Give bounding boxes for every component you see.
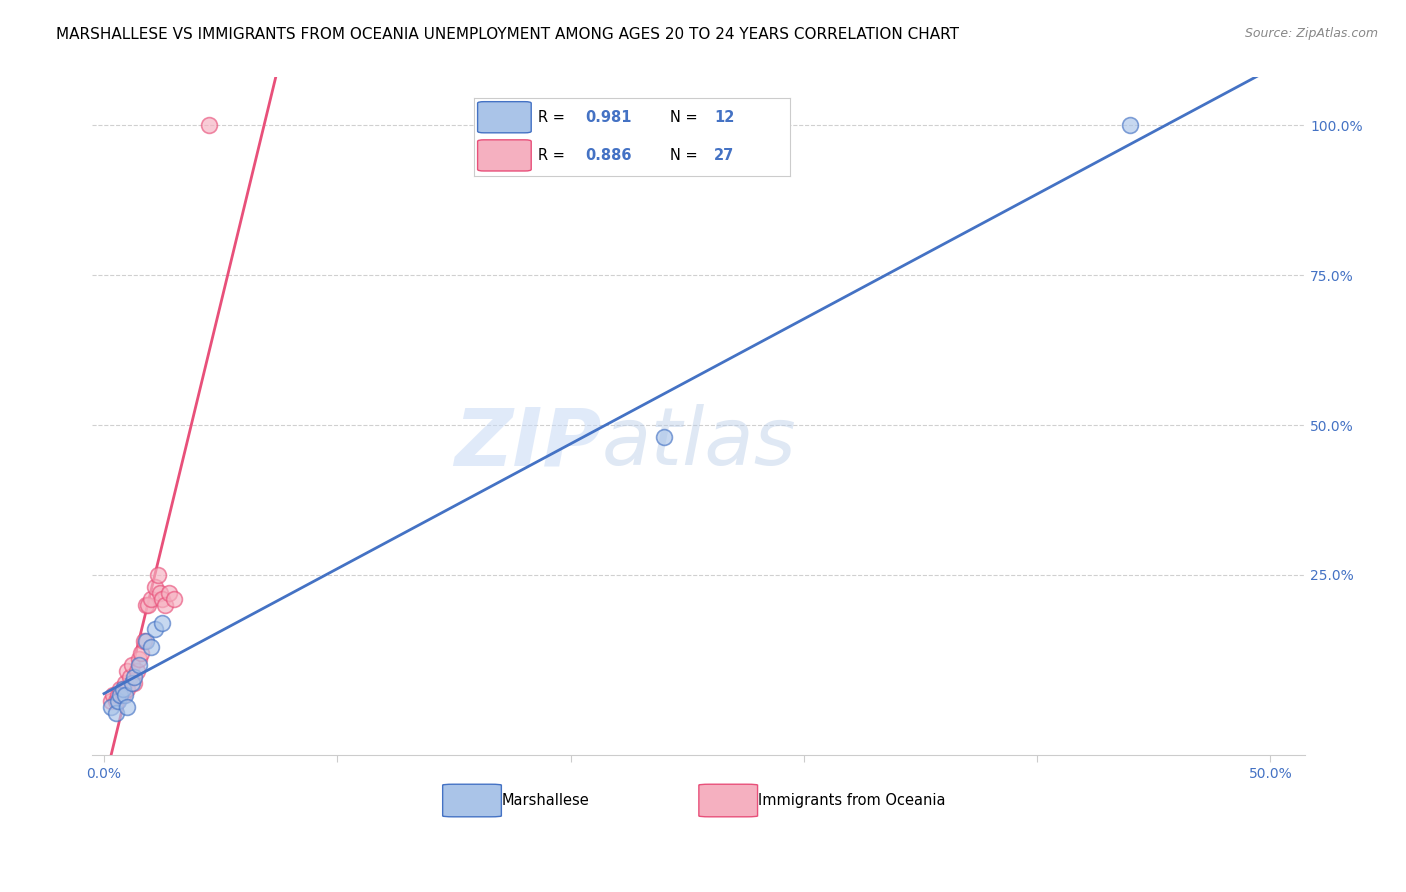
Point bbox=[157, 586, 180, 600]
Point bbox=[111, 681, 134, 696]
Point bbox=[100, 699, 122, 714]
Point bbox=[104, 694, 127, 708]
Point bbox=[135, 634, 157, 648]
Point bbox=[128, 657, 150, 672]
Point bbox=[104, 706, 127, 720]
Point bbox=[1119, 119, 1142, 133]
Point bbox=[143, 622, 166, 636]
Point bbox=[110, 681, 132, 696]
Point bbox=[100, 694, 122, 708]
Point bbox=[103, 688, 125, 702]
Point bbox=[114, 676, 136, 690]
Point bbox=[150, 615, 173, 630]
Text: MARSHALLESE VS IMMIGRANTS FROM OCEANIA UNEMPLOYMENT AMONG AGES 20 TO 24 YEARS CO: MARSHALLESE VS IMMIGRANTS FROM OCEANIA U… bbox=[56, 27, 959, 42]
Point bbox=[139, 640, 162, 654]
Point bbox=[150, 591, 173, 606]
Point bbox=[149, 586, 172, 600]
Point bbox=[198, 119, 221, 133]
Text: Source: ZipAtlas.com: Source: ZipAtlas.com bbox=[1244, 27, 1378, 40]
Point bbox=[135, 598, 157, 612]
Point bbox=[131, 646, 153, 660]
Text: atlas: atlas bbox=[602, 404, 797, 483]
Point bbox=[121, 657, 143, 672]
Point bbox=[117, 699, 139, 714]
Point bbox=[136, 598, 159, 612]
Point bbox=[117, 681, 139, 696]
Point bbox=[124, 670, 146, 684]
Point bbox=[128, 652, 150, 666]
Text: ZIP: ZIP bbox=[454, 404, 602, 483]
Point bbox=[163, 591, 186, 606]
Point bbox=[153, 598, 176, 612]
Point bbox=[139, 591, 162, 606]
Point bbox=[107, 688, 129, 702]
Point bbox=[111, 688, 134, 702]
Point bbox=[117, 664, 139, 678]
Point bbox=[121, 676, 143, 690]
Point bbox=[110, 688, 132, 702]
Point bbox=[118, 670, 141, 684]
Point bbox=[132, 634, 155, 648]
Point bbox=[652, 430, 675, 444]
Point bbox=[114, 688, 136, 702]
Point bbox=[146, 568, 169, 582]
Point bbox=[143, 580, 166, 594]
Point bbox=[124, 676, 146, 690]
Point bbox=[125, 664, 148, 678]
Point bbox=[107, 694, 129, 708]
